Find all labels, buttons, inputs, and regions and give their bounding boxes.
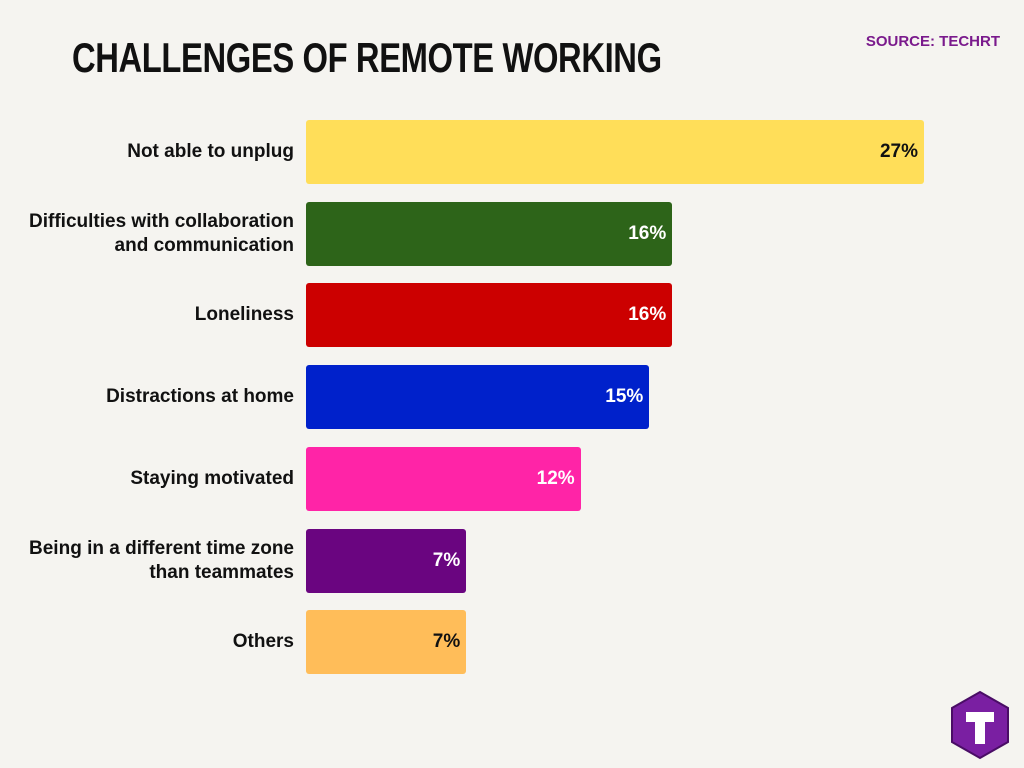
category-label: Difficulties with collaboration and comm…	[29, 210, 294, 256]
logo	[951, 690, 1009, 760]
value-label: 16%	[628, 304, 667, 326]
bar	[306, 120, 924, 184]
category-label: Not able to unplug	[127, 141, 294, 162]
category-label: Others	[232, 631, 294, 653]
value-label: 7%	[432, 549, 461, 571]
value-label: 27%	[879, 141, 918, 162]
value-label: 7%	[432, 631, 461, 653]
value-label: 15%	[605, 386, 644, 408]
category-label: Staying motivated	[130, 467, 294, 489]
source: SOURCE: TECHRT	[865, 33, 1000, 50]
bar	[306, 610, 467, 675]
bar	[306, 528, 467, 593]
bar	[306, 365, 650, 430]
bar	[306, 283, 673, 348]
value-label: 16%	[628, 222, 667, 244]
category-label: Loneliness	[194, 304, 294, 326]
bar	[306, 446, 581, 511]
category-label: Distractions at home	[106, 386, 294, 408]
chart-title: CHALLENGES OF REMOTE WORKING	[72, 34, 662, 81]
value-label: 12%	[536, 467, 575, 489]
category-label: Being in a different time zone than team…	[29, 537, 294, 583]
bar	[306, 201, 673, 266]
